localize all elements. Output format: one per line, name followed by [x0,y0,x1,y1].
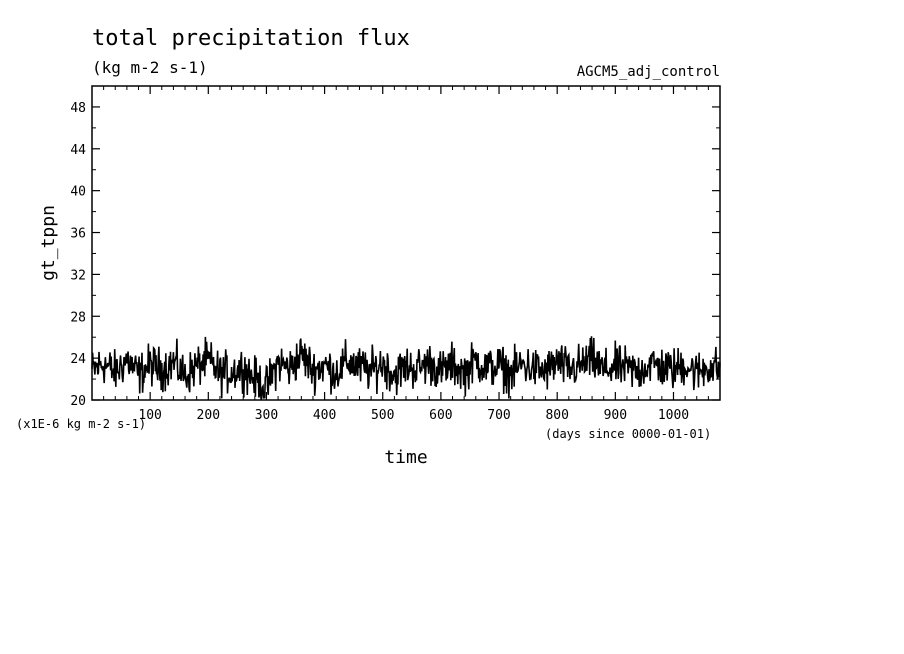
y-tick-label: 36 [70,227,86,242]
y-tick-label: 20 [70,394,86,409]
x-axis-label: time [384,447,427,468]
y-axis-label: gt_tppn [38,205,59,281]
x-tick-label: 800 [545,408,568,423]
y-tick-label: 40 [70,185,86,200]
x-tick-label: 500 [371,408,394,423]
y-tick-label: 44 [70,143,86,158]
x-tick-label: 200 [197,408,220,423]
x-tick-label: 900 [604,408,627,423]
x-tick-label: 300 [255,408,278,423]
y-axis: 20 24 28 32 36 40 44 48 [70,101,720,409]
x-unit-note: (days since 0000-01-01) [545,427,711,441]
chart-title: total precipitation flux [92,26,410,51]
series-layer [91,336,721,401]
y-unit-note: (x1E-6 kg m-2 s-1) [16,417,146,431]
x-axis: 100 200 300 400 500 600 700 800 900 1000 [103,86,709,423]
x-tick-label: 100 [138,408,161,423]
x-tick-label: 600 [429,408,452,423]
series-line [91,336,721,401]
y-tick-label: 32 [70,268,86,283]
y-tick-label: 24 [70,352,86,367]
y-tick-label: 48 [70,101,86,116]
x-tick-label: 400 [313,408,336,423]
x-tick-label: 1000 [658,408,689,423]
chart-subtitle: (kg m-2 s-1) [92,58,208,77]
y-tick-label: 28 [70,310,86,325]
run-label: AGCM5_adj_control [577,64,720,80]
x-tick-label: 700 [487,408,510,423]
